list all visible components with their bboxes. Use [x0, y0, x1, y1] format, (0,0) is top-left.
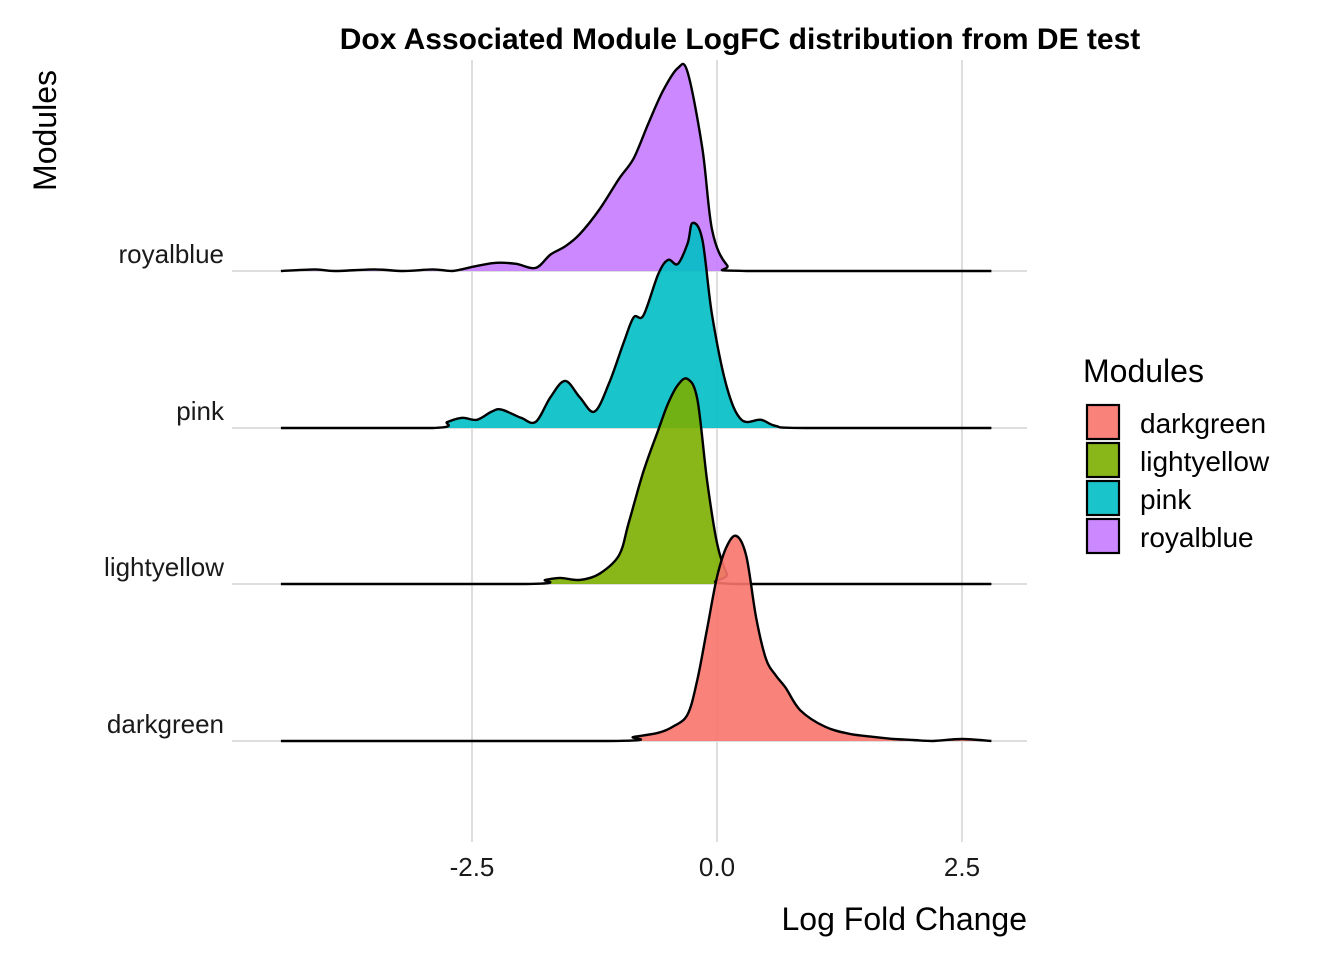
y-tick-label-darkgreen: darkgreen	[107, 709, 224, 739]
x-tick-label: 0.0	[699, 852, 735, 882]
x-tick-label: -2.5	[450, 852, 495, 882]
density-ridges	[280, 62, 992, 743]
y-tick-label-pink: pink	[176, 396, 225, 426]
x-tick-labels: -2.5 0.0 2.5	[450, 852, 980, 882]
y-axis-title: Modules	[27, 70, 63, 191]
ridge-fill-lightyellow	[280, 378, 992, 584]
legend-swatch-darkgreen	[1085, 403, 1121, 441]
chart-title: Dox Associated Module LogFC distribution…	[340, 23, 1141, 56]
legend-swatch-royalblue	[1085, 517, 1121, 555]
legend-swatch-lightyellow	[1085, 441, 1121, 479]
legend-label-royalblue: royalblue	[1140, 522, 1254, 553]
ridge-fill-pink	[280, 222, 992, 428]
legend-label-darkgreen: darkgreen	[1140, 408, 1266, 439]
legend-label-lightyellow: lightyellow	[1140, 446, 1270, 477]
ridge-line-pink	[280, 221, 992, 430]
ridge-line-darkgreen	[280, 534, 992, 743]
legend-label-pink: pink	[1140, 484, 1192, 515]
y-tick-label-lightyellow: lightyellow	[104, 552, 224, 582]
legend: Modules darkgreen lightyellow pink royalblu…	[1083, 353, 1270, 555]
legend-title: Modules	[1083, 353, 1204, 389]
y-tick-labels: darkgreen lightyellow pink royalblue	[104, 239, 225, 739]
y-tick-label-royalblue: royalblue	[118, 239, 224, 269]
ridge-fill-royalblue	[280, 63, 992, 271]
legend-swatch-pink	[1085, 479, 1121, 517]
x-tick-label: 2.5	[944, 852, 980, 882]
x-axis-title: Log Fold Change	[781, 901, 1027, 937]
ridge-line-royalblue	[280, 62, 992, 273]
